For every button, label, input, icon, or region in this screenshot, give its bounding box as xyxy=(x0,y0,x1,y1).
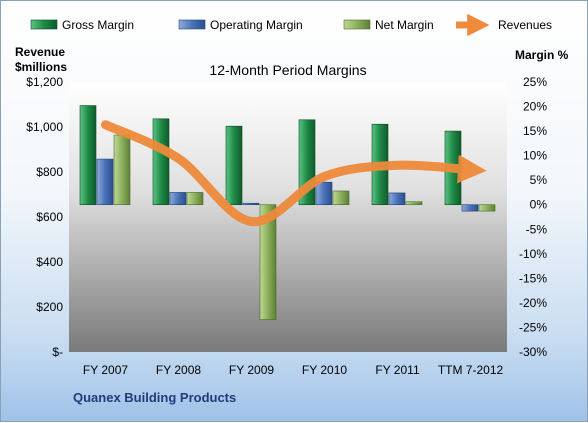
plot-area xyxy=(69,82,507,352)
operating-margin-bar xyxy=(96,158,114,206)
left-axis-title-line2: $millions xyxy=(15,60,67,74)
net-margin-bar xyxy=(405,201,423,206)
net-margin-bar xyxy=(113,134,131,206)
legend-label: Net Margin xyxy=(375,18,434,32)
legend-swatch-net xyxy=(343,19,371,30)
gross-margin-bar xyxy=(79,105,97,206)
x-axis-ticks: FY 2007 FY 2008 FY 2009 FY 2010 FY 2011 TTM 7… xyxy=(83,363,504,377)
legend-label: Operating Margin xyxy=(210,18,303,32)
operating-margin-bar xyxy=(242,202,260,206)
left-axis-ticks: $- $200 $400 $600 $800 $1,000 $1,200 xyxy=(26,75,63,359)
left-axis-tick-label: $1,200 xyxy=(26,75,63,89)
right-axis-tick-label: -10% xyxy=(519,247,547,261)
net-margin-bar xyxy=(478,204,496,212)
left-axis-tick-label: $400 xyxy=(36,255,63,269)
x-axis-tick-label: FY 2011 xyxy=(375,363,420,377)
net-margin-bar xyxy=(186,192,204,206)
net-margin-bar xyxy=(332,190,350,206)
company-name: Quanex Building Products xyxy=(73,390,236,405)
right-axis-tick-label: 0% xyxy=(530,198,548,212)
right-axis-tick-label: -25% xyxy=(519,320,547,334)
legend: Gross Margin Operating Margin Net Margin Re… xyxy=(30,13,552,37)
right-axis-tick-label: 10% xyxy=(523,149,547,163)
bars xyxy=(79,105,496,320)
legend-label: Gross Margin xyxy=(62,18,134,32)
x-axis-tick-label: FY 2010 xyxy=(302,363,347,377)
right-axis-tick-label: 25% xyxy=(523,75,547,89)
legend-label: Revenues xyxy=(498,18,552,32)
x-axis-tick-label: FY 2007 xyxy=(83,363,128,377)
gross-margin-bar xyxy=(225,125,243,206)
operating-margin-bar xyxy=(461,204,479,212)
right-axis-tick-label: -5% xyxy=(526,222,548,236)
left-axis-tick-label: $200 xyxy=(36,300,63,314)
legend-swatch-operating xyxy=(178,19,206,30)
gross-margin-bar xyxy=(152,118,170,206)
right-axis-title: Margin % xyxy=(515,48,569,62)
right-axis-tick-label: 15% xyxy=(523,124,547,138)
x-axis-tick-label: FY 2009 xyxy=(229,363,274,377)
right-axis-tick-label: -30% xyxy=(519,345,547,359)
right-axis-tick-label: -20% xyxy=(519,296,547,310)
chart-title: 12-Month Period Margins xyxy=(209,62,366,78)
left-axis-tick-label: $1,000 xyxy=(26,120,63,134)
revenue-series-line xyxy=(101,120,487,227)
revenue-line xyxy=(101,120,487,227)
x-axis-tick-label: FY 2008 xyxy=(156,363,201,377)
left-axis-title-line1: Revenue xyxy=(15,45,65,59)
right-axis-tick-label: 5% xyxy=(530,173,548,187)
left-axis-tick-label: $800 xyxy=(36,165,63,179)
right-axis-tick-label: -15% xyxy=(519,271,547,285)
x-axis-tick-label: TTM 7-2012 xyxy=(438,363,504,377)
left-axis-tick-label: $- xyxy=(52,345,63,359)
left-axis-tick-label: $600 xyxy=(36,210,63,224)
right-axis-ticks: -30% -25% -20% -15% -10% -5% 0% 5% 10% 15% 20% 25% xyxy=(519,75,547,359)
operating-margin-bar xyxy=(169,192,187,206)
operating-margin-bar xyxy=(388,192,406,206)
net-margin-bar xyxy=(259,204,277,320)
right-axis-tick-label: 20% xyxy=(523,100,547,114)
legend-swatch-gross xyxy=(30,19,58,30)
operating-margin-bar xyxy=(315,181,333,206)
